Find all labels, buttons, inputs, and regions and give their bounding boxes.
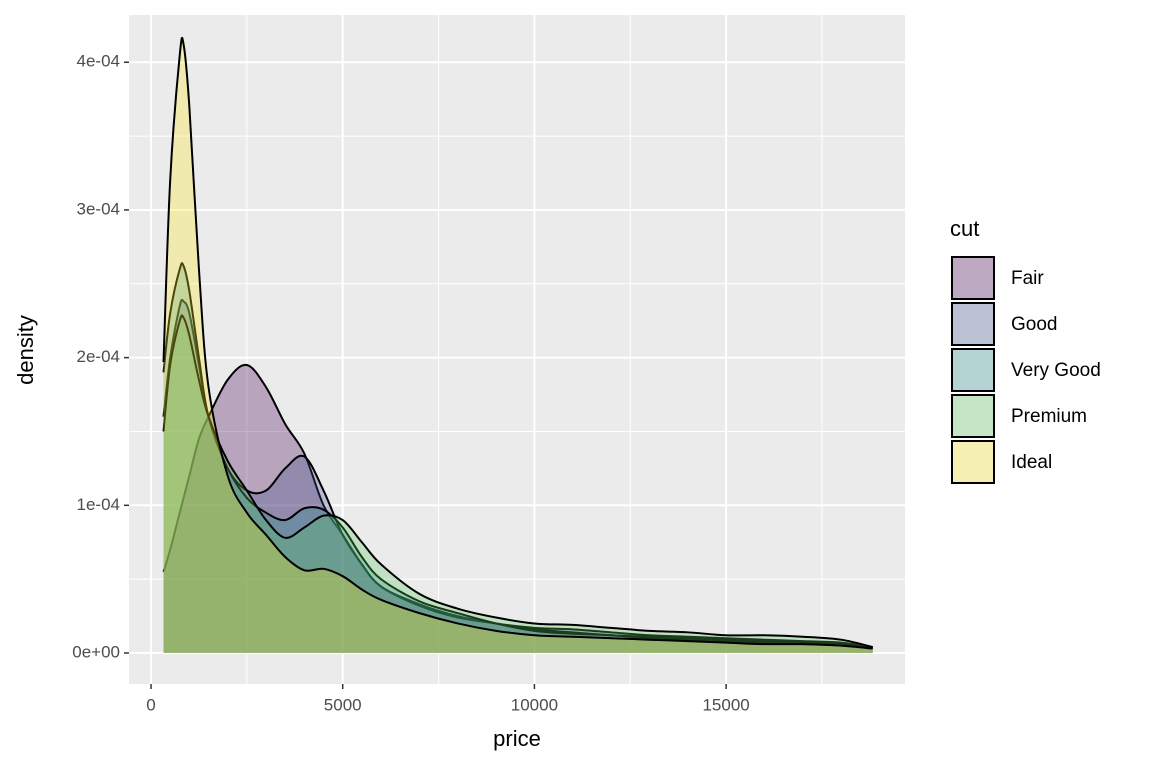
density-fill bbox=[163, 299, 873, 653]
density-fill bbox=[163, 364, 873, 653]
areas bbox=[162, 36, 873, 653]
legend-label: Good bbox=[1011, 314, 1057, 335]
x-tick-label: 5000 bbox=[324, 695, 362, 714]
y-axis-title: density bbox=[13, 315, 38, 385]
legend-key bbox=[951, 348, 995, 392]
legend-title: cut bbox=[950, 216, 979, 241]
legend-key bbox=[951, 394, 995, 438]
axes: 0 5000 10000 15000 0e+00 1e-04 2e-04 3e-04 4e-04 bbox=[72, 52, 749, 715]
legend: Fair Good Very Good Premium Ideal bbox=[951, 256, 1101, 484]
legend-key-bg bbox=[952, 349, 994, 391]
x-tick-label: 0 bbox=[146, 695, 155, 714]
panel bbox=[129, 15, 905, 684]
legend-key bbox=[951, 256, 995, 300]
legend-label: Fair bbox=[1011, 268, 1044, 289]
legend-key-bg bbox=[952, 303, 994, 345]
x-tick-label: 15000 bbox=[702, 695, 749, 714]
density-line bbox=[162, 262, 873, 650]
x-axis-title: price bbox=[493, 726, 541, 751]
legend-label: Ideal bbox=[1011, 452, 1052, 473]
y-tick-label: 0e+00 bbox=[72, 642, 120, 661]
legend-key-bg bbox=[952, 395, 994, 437]
legend-label: Very Good bbox=[1011, 360, 1101, 381]
legend-key-bg bbox=[952, 257, 994, 299]
y-tick-label: 1e-04 bbox=[77, 495, 120, 514]
grid bbox=[129, 15, 905, 684]
density-fill bbox=[163, 315, 873, 653]
density-line bbox=[162, 314, 873, 649]
density-fill bbox=[163, 263, 873, 653]
legend-key bbox=[951, 440, 995, 484]
legend-key-bg bbox=[952, 441, 994, 483]
density-line bbox=[162, 298, 873, 649]
y-tick-label: 4e-04 bbox=[77, 52, 120, 71]
x-tick-label: 10000 bbox=[511, 695, 558, 714]
density-fill bbox=[163, 37, 873, 653]
density-line bbox=[162, 36, 873, 650]
legend-label: Premium bbox=[1011, 406, 1087, 427]
y-tick-label: 2e-04 bbox=[77, 347, 120, 366]
legend-key bbox=[951, 302, 995, 346]
y-tick-label: 3e-04 bbox=[77, 199, 120, 218]
